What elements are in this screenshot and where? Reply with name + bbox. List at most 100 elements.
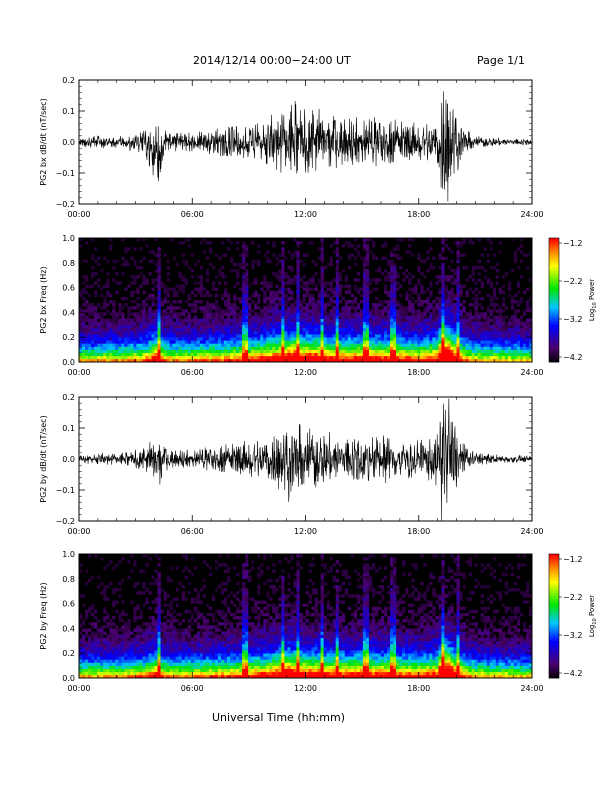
spectrogram-cell: [208, 241, 213, 245]
spectrogram-cell: [359, 321, 364, 326]
spectrogram-cell: [263, 340, 267, 344]
spectrogram-cell: [97, 337, 101, 341]
spectrogram-cell: [417, 303, 421, 307]
spectrogram-cell: [474, 340, 478, 344]
spectrogram-cell: [145, 331, 149, 335]
spectrogram-cell: [103, 637, 107, 642]
spectrogram-cell: [377, 269, 382, 273]
spectrogram-cell: [492, 349, 497, 353]
spectrogram-cell: [308, 340, 312, 344]
spectrogram-cell: [139, 334, 143, 338]
spectrogram-cell: [121, 637, 125, 642]
spectrogram-cell: [302, 340, 306, 344]
spectrogram-cell: [239, 296, 243, 301]
spectrogram-cell: [130, 668, 134, 673]
spectrogram-cell: [136, 662, 140, 666]
spectrogram-cell: [338, 287, 343, 291]
spectrogram-cell: [284, 300, 288, 304]
colorbar-segment: [549, 293, 559, 297]
spectrogram-cell: [387, 306, 391, 310]
spectrogram-cell: [88, 606, 92, 611]
spectrogram-cell: [384, 324, 388, 329]
spectrogram-cell: [145, 334, 149, 338]
spectrogram-cell: [492, 346, 497, 350]
spectrogram-cell: [365, 259, 370, 264]
spectrogram-cell: [151, 327, 155, 332]
spectrogram-cell: [115, 662, 119, 666]
spectrogram-cell: [486, 324, 491, 329]
spectrogram-cell: [88, 346, 92, 350]
spectrogram-cell: [320, 284, 324, 288]
spectrogram-cell: [242, 265, 246, 270]
spectrogram-cell: [181, 309, 185, 313]
spectrogram-cell: [236, 352, 240, 357]
spectrogram-cell: [278, 321, 282, 326]
spectrogram-cell: [480, 315, 484, 319]
spectrogram-cell: [453, 331, 457, 335]
spectrogram-cell: [489, 343, 494, 347]
spectrogram-cell: [326, 331, 330, 335]
spectrogram-cell: [245, 337, 249, 341]
spectrogram-cell: [175, 306, 179, 310]
spectrogram-cell: [112, 300, 116, 304]
spectrogram-cell: [139, 324, 143, 329]
spectrogram-cell: [121, 262, 125, 267]
spectrogram-cell: [163, 309, 167, 313]
spectrogram-cell: [528, 324, 533, 329]
spectrogram-cell: [513, 358, 518, 363]
spectrogram-cell: [320, 334, 324, 338]
spectrogram-cell: [202, 306, 207, 310]
spectrogram-cell: [163, 671, 167, 676]
spectrogram-cell: [151, 647, 155, 651]
spectrogram-cell: [151, 337, 155, 341]
spectrogram-cell: [157, 656, 161, 660]
spectrogram-cell: [426, 334, 430, 338]
spectrogram-cell: [519, 355, 524, 360]
spectrogram-cell: [281, 355, 285, 360]
spectrogram-cell: [181, 554, 185, 558]
spectrogram-cell: [435, 312, 439, 316]
spectrogram-cell: [205, 349, 210, 353]
spectrogram-cell: [350, 324, 355, 329]
y-axis-label: PG2 bx dB/dt (nT/sec): [39, 98, 48, 185]
spectrogram-cell: [190, 647, 195, 651]
spectrogram-cell: [199, 284, 204, 288]
spectrogram-cell: [103, 665, 107, 669]
spectrogram-cell: [175, 659, 179, 663]
spectrogram-cell: [184, 668, 189, 673]
spectrogram-cell: [453, 352, 457, 357]
spectrogram-cell: [139, 616, 143, 620]
spectrogram-cell: [172, 349, 176, 353]
spectrogram-cell: [525, 349, 530, 353]
spectrogram-cell: [169, 643, 173, 648]
spectrogram-cell: [142, 622, 146, 626]
spectrogram-cell: [314, 312, 318, 316]
spectrogram-cell: [193, 606, 198, 611]
spectrogram-cell: [408, 349, 412, 353]
spectrogram-cell: [133, 671, 137, 676]
spectrogram-cell: [408, 331, 412, 335]
spectrogram-cell: [254, 281, 258, 285]
spectrogram-cell: [371, 352, 376, 357]
spectrogram-cell: [387, 303, 391, 307]
spectrogram-cell: [145, 631, 149, 635]
spectrogram-cell: [248, 284, 252, 288]
spectrogram-cell: [100, 312, 104, 316]
spectrogram-cell: [157, 668, 161, 673]
spectrogram-cell: [365, 312, 370, 316]
colorbar-segment: [549, 289, 559, 293]
spectrogram-cell: [513, 340, 518, 344]
spectrogram-cell: [260, 309, 264, 313]
spectrogram-cell: [390, 290, 394, 295]
spectrogram-cell: [420, 321, 424, 326]
spectrogram-cell: [507, 287, 512, 291]
spectrogram-cell: [320, 256, 324, 260]
spectrogram-cell: [169, 355, 173, 360]
spectrogram-cell: [290, 293, 294, 298]
spectrogram-cell: [193, 662, 198, 666]
spectrogram-cell: [486, 352, 491, 357]
spectrogram-cell: [223, 343, 228, 347]
spectrogram-cell: [236, 272, 240, 276]
spectrogram-cell: [97, 346, 101, 350]
spectrogram-cell: [154, 578, 158, 583]
